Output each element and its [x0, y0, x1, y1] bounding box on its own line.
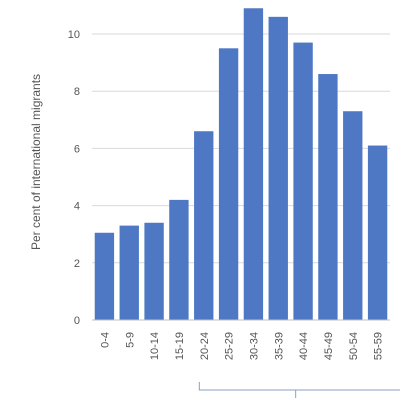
y-tick-label-10: 10 — [68, 29, 80, 41]
y-tick-label-0: 0 — [74, 315, 80, 327]
x-tick-label-50-54: 50-54 — [348, 332, 360, 360]
x-tick-label-40-44: 40-44 — [298, 332, 310, 360]
y-tick-label-4: 4 — [74, 201, 80, 213]
x-tick-label-0-4: 0-4 — [99, 332, 111, 348]
bar-40-44 — [293, 42, 313, 320]
age-group-bracket — [198, 382, 400, 398]
y-tick-label-6: 6 — [74, 143, 80, 155]
x-tick-label-5-9: 5-9 — [124, 332, 136, 348]
bar-15-19 — [169, 199, 189, 320]
x-tick-label-20-24: 20-24 — [199, 332, 211, 360]
x-tick-label-25-29: 25-29 — [224, 332, 236, 360]
x-tick-label-55-59: 55-59 — [373, 332, 385, 360]
bar-25-29 — [218, 48, 239, 321]
x-tick-label-15-19: 15-19 — [174, 332, 186, 360]
x-tick-label-10-14: 10-14 — [149, 332, 161, 360]
bar-0-4 — [94, 232, 115, 320]
bars — [94, 8, 388, 321]
bar-10-14 — [144, 222, 164, 320]
bar-5-9 — [119, 225, 139, 320]
bar-50-54 — [343, 111, 363, 320]
x-tick-label-35-39: 35-39 — [273, 332, 285, 360]
bar-45-49 — [318, 74, 338, 320]
x-tick-labels: 0-4 5-9 10-14 15-19 20-24 25-29 30-34 35-39 40-4… — [99, 332, 384, 360]
bar-30-34 — [243, 8, 264, 320]
y-axis-label: Per cent of international migrants — [29, 74, 43, 250]
bracket-line — [198, 382, 400, 398]
gridlines — [92, 33, 390, 264]
y-tick-label-8: 8 — [74, 86, 80, 98]
bar-35-39 — [268, 16, 288, 321]
bar-20-24 — [194, 131, 214, 320]
y-tick-label-2: 2 — [74, 258, 80, 270]
x-tick-label-45-49: 45-49 — [323, 332, 335, 360]
bar-55-59 — [367, 145, 388, 320]
x-tick-label-30-34: 30-34 — [248, 332, 260, 360]
y-tick-labels: 0 2 4 6 8 10 — [68, 29, 80, 327]
